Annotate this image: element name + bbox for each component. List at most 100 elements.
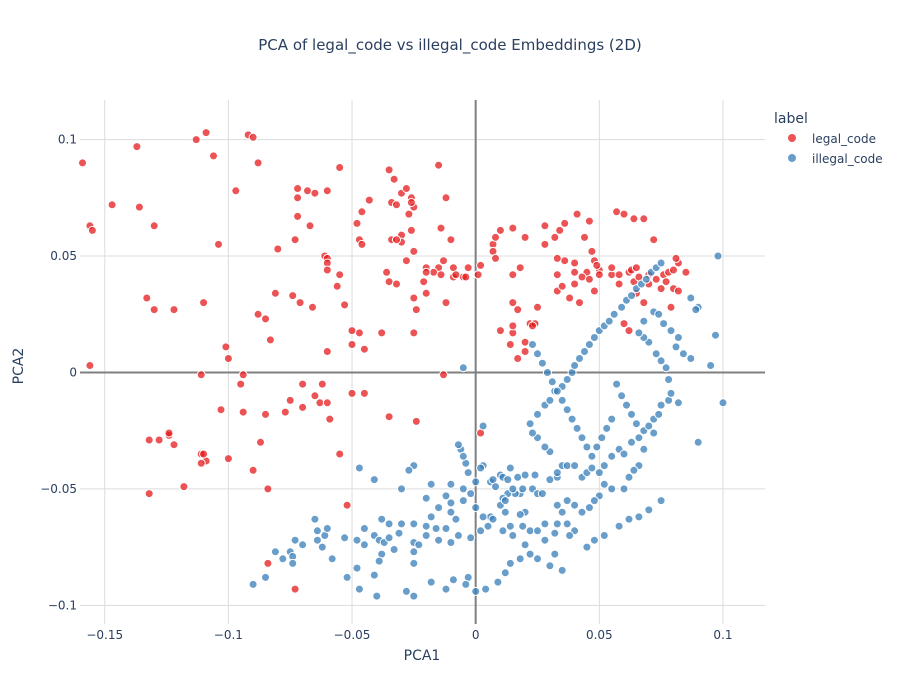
data-point-legal-code[interactable] [347, 388, 357, 398]
data-point-illegal-code[interactable] [426, 512, 436, 522]
data-point-legal-code[interactable] [322, 265, 332, 275]
data-point-illegal-code[interactable] [401, 586, 411, 596]
data-point-legal-code[interactable] [495, 326, 505, 336]
data-point-legal-code[interactable] [248, 132, 258, 142]
data-point-illegal-code[interactable] [312, 535, 322, 545]
data-point-legal-code[interactable] [404, 209, 414, 219]
data-point-illegal-code[interactable] [533, 554, 542, 564]
data-point-illegal-code[interactable] [634, 433, 644, 443]
data-point-legal-code[interactable] [322, 347, 332, 356]
data-point-illegal-code[interactable] [577, 433, 587, 443]
data-point-legal-code[interactable] [223, 454, 233, 464]
data-point-illegal-code[interactable] [461, 579, 471, 589]
data-point-illegal-code[interactable] [505, 521, 515, 531]
data-point-illegal-code[interactable] [441, 491, 451, 501]
data-point-illegal-code[interactable] [377, 514, 387, 524]
data-point-legal-code[interactable] [607, 263, 617, 273]
data-point-legal-code[interactable] [671, 253, 681, 263]
data-point-legal-code[interactable] [317, 379, 327, 389]
data-point-illegal-code[interactable] [493, 577, 503, 587]
data-point-legal-code[interactable] [439, 370, 448, 380]
data-point-legal-code[interactable] [154, 435, 164, 445]
data-point-legal-code[interactable] [491, 232, 500, 242]
data-point-illegal-code[interactable] [622, 400, 631, 410]
data-point-illegal-code[interactable] [542, 368, 552, 377]
data-point-illegal-code[interactable] [545, 395, 555, 405]
data-point-illegal-code[interactable] [562, 461, 572, 471]
data-point-illegal-code[interactable] [500, 568, 510, 578]
data-point-legal-code[interactable] [513, 305, 523, 315]
data-point-illegal-code[interactable] [478, 512, 488, 522]
data-point-illegal-code[interactable] [540, 519, 550, 529]
data-point-legal-code[interactable] [463, 263, 473, 273]
data-point-legal-code[interactable] [409, 246, 419, 256]
data-point-illegal-code[interactable] [389, 545, 399, 554]
data-point-legal-code[interactable] [231, 186, 241, 196]
data-point-legal-code[interactable] [508, 321, 518, 331]
data-point-legal-code[interactable] [179, 482, 189, 492]
data-point-legal-code[interactable] [169, 305, 179, 315]
data-point-illegal-code[interactable] [649, 428, 659, 438]
data-point-illegal-code[interactable] [488, 514, 498, 524]
data-point-illegal-code[interactable] [654, 309, 664, 319]
data-point-illegal-code[interactable] [458, 496, 468, 506]
data-point-legal-code[interactable] [491, 253, 500, 263]
legend-item-illegal-code[interactable]: illegal_code [787, 152, 883, 166]
data-point-illegal-code[interactable] [609, 309, 619, 319]
data-point-legal-code[interactable] [293, 211, 303, 221]
data-point-illegal-code[interactable] [434, 503, 444, 513]
data-point-illegal-code[interactable] [666, 388, 676, 398]
data-point-illegal-code[interactable] [552, 519, 562, 529]
data-point-illegal-code[interactable] [503, 475, 513, 485]
data-point-legal-code[interactable] [508, 270, 518, 280]
data-point-illegal-code[interactable] [471, 477, 481, 487]
data-point-legal-code[interactable] [359, 388, 369, 398]
data-point-illegal-code[interactable] [612, 379, 622, 389]
data-point-illegal-code[interactable] [478, 421, 488, 431]
data-point-illegal-code[interactable] [409, 591, 419, 601]
data-point-illegal-code[interactable] [471, 503, 481, 513]
data-point-legal-code[interactable] [295, 298, 305, 308]
data-point-illegal-code[interactable] [607, 484, 617, 494]
data-point-legal-code[interactable] [85, 361, 95, 370]
data-point-legal-code[interactable] [639, 214, 649, 224]
data-point-legal-code[interactable] [392, 235, 401, 245]
data-point-legal-code[interactable] [293, 184, 303, 193]
data-point-legal-code[interactable] [584, 274, 594, 284]
data-point-illegal-code[interactable] [426, 479, 436, 489]
data-point-legal-code[interactable] [476, 260, 486, 270]
data-point-legal-code[interactable] [132, 142, 142, 152]
data-point-illegal-code[interactable] [404, 465, 414, 475]
data-point-illegal-code[interactable] [666, 326, 676, 336]
data-point-illegal-code[interactable] [372, 591, 382, 601]
data-point-illegal-code[interactable] [607, 451, 617, 461]
data-point-legal-code[interactable] [441, 298, 451, 308]
data-point-illegal-code[interactable] [340, 533, 350, 543]
data-point-illegal-code[interactable] [624, 472, 634, 482]
data-point-illegal-code[interactable] [634, 512, 644, 522]
data-point-illegal-code[interactable] [557, 565, 567, 575]
data-point-legal-code[interactable] [149, 221, 159, 231]
data-point-legal-code[interactable] [377, 328, 387, 338]
data-point-legal-code[interactable] [216, 405, 226, 415]
data-point-illegal-code[interactable] [673, 398, 683, 408]
data-point-legal-code[interactable] [619, 209, 629, 219]
data-point-legal-code[interactable] [340, 300, 350, 310]
data-point-legal-code[interactable] [285, 395, 295, 405]
data-point-illegal-code[interactable] [711, 330, 720, 340]
data-point-illegal-code[interactable] [466, 489, 476, 499]
data-point-legal-code[interactable] [238, 370, 248, 380]
data-point-illegal-code[interactable] [589, 333, 599, 342]
data-point-illegal-code[interactable] [686, 293, 696, 303]
data-point-legal-code[interactable] [293, 193, 303, 203]
data-point-legal-code[interactable] [560, 218, 570, 228]
data-point-illegal-code[interactable] [500, 507, 510, 517]
data-point-legal-code[interactable] [201, 128, 211, 138]
data-point-legal-code[interactable] [253, 158, 263, 168]
data-point-illegal-code[interactable] [446, 479, 456, 489]
data-point-illegal-code[interactable] [446, 507, 456, 517]
data-point-legal-code[interactable] [473, 270, 483, 280]
data-point-legal-code[interactable] [565, 293, 575, 303]
data-point-legal-code[interactable] [421, 267, 431, 277]
data-point-illegal-code[interactable] [587, 451, 597, 461]
